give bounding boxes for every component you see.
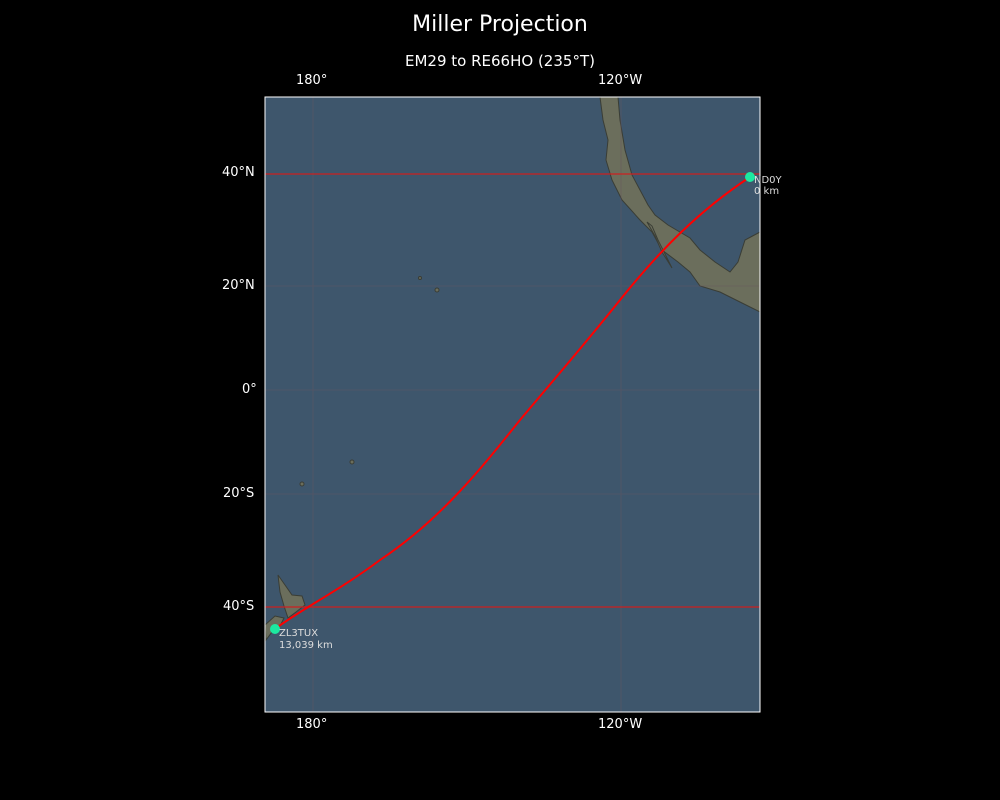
lat-label: 20°N <box>222 278 255 293</box>
lat-label: 40°S <box>223 599 255 614</box>
lon-label-top: 180° <box>296 73 328 88</box>
station-marker-nd0y[interactable] <box>745 172 755 182</box>
lat-label: 0° <box>242 382 257 397</box>
graticule <box>265 97 760 712</box>
station-distance: 13,039 km <box>279 640 333 651</box>
great-circle-path <box>274 176 751 630</box>
station-label-nd0y: ND0Y 0 km <box>754 175 782 197</box>
station-label-zl3tux: ZL3TUX 13,039 km <box>279 628 333 652</box>
map-frame <box>264 96 761 713</box>
lon-label-top: 120°W <box>598 73 643 88</box>
station-call: ZL3TUX <box>279 628 319 639</box>
map-subtitle: EM29 to RE66HO (235°T) <box>405 52 595 70</box>
station-marker-zl3tux[interactable] <box>270 624 280 634</box>
lon-label-bottom: 120°W <box>598 717 643 732</box>
land <box>264 96 761 642</box>
ocean <box>265 97 760 712</box>
map-title: Miller Projection <box>412 12 588 37</box>
station-distance: 0 km <box>754 186 780 197</box>
baja-california <box>646 221 673 269</box>
station-call: ND0Y <box>754 175 782 186</box>
lat-label: 20°S <box>223 486 255 501</box>
lat-label: 40°N <box>222 165 255 180</box>
lon-label-bottom: 180° <box>296 717 328 732</box>
